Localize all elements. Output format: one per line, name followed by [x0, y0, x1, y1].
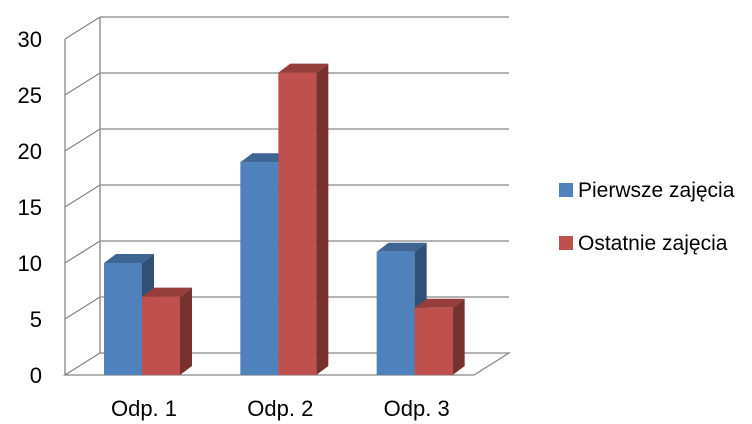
legend: Pierwsze zajęcia Ostatnie zajęcia — [559, 179, 735, 255]
gridline-side — [64, 128, 101, 152]
chart-floor — [62, 352, 512, 376]
legend-swatch — [559, 183, 573, 197]
gridline-side — [64, 296, 101, 320]
bar-front — [376, 251, 415, 375]
gridline-side — [64, 16, 101, 40]
bar-top — [376, 242, 427, 252]
y-tick-label: 20 — [18, 139, 42, 164]
y-tick-label: 25 — [18, 83, 42, 108]
bar-front — [414, 307, 453, 375]
y-tick-label: 30 — [18, 27, 42, 52]
gridline-side — [64, 72, 101, 96]
y-tick-label: 0 — [30, 363, 42, 388]
bar-top — [142, 287, 192, 297]
legend-item: Ostatnie zajęcia — [559, 232, 728, 255]
bars — [104, 63, 465, 375]
bar-top — [104, 254, 154, 263]
x-category-label: Odp. 1 — [111, 396, 177, 421]
legend-swatch — [559, 236, 573, 250]
y-tick-label: 5 — [30, 307, 42, 332]
bar-side — [452, 298, 465, 375]
bar — [376, 242, 427, 375]
legend-label: Pierwsze zajęcia — [578, 179, 735, 202]
bar-side — [180, 287, 192, 375]
bar-top — [414, 298, 465, 308]
bar-top — [278, 63, 329, 73]
bar — [278, 63, 329, 375]
gridline-side — [64, 184, 101, 208]
x-axis-categories: Odp. 1 Odp. 2 Odp. 3 — [111, 396, 450, 421]
bar — [414, 298, 465, 375]
bar-top — [240, 153, 291, 163]
bar-front — [278, 72, 317, 375]
bar-front — [104, 263, 142, 375]
bar-front — [240, 162, 279, 375]
bar-side — [316, 63, 329, 375]
y-tick-label: 15 — [18, 195, 42, 220]
y-axis-ticks: 0 5 10 15 20 25 30 — [18, 27, 42, 388]
bar-front — [142, 296, 180, 375]
legend-label: Ostatnie zajęcia — [578, 232, 728, 255]
y-tick-label: 10 — [18, 251, 42, 276]
gridline-side — [64, 240, 101, 264]
x-category-label: Odp. 3 — [384, 396, 450, 421]
x-category-label: Odp. 2 — [247, 396, 313, 421]
legend-item: Pierwsze zajęcia — [559, 179, 735, 202]
bar — [142, 287, 192, 375]
